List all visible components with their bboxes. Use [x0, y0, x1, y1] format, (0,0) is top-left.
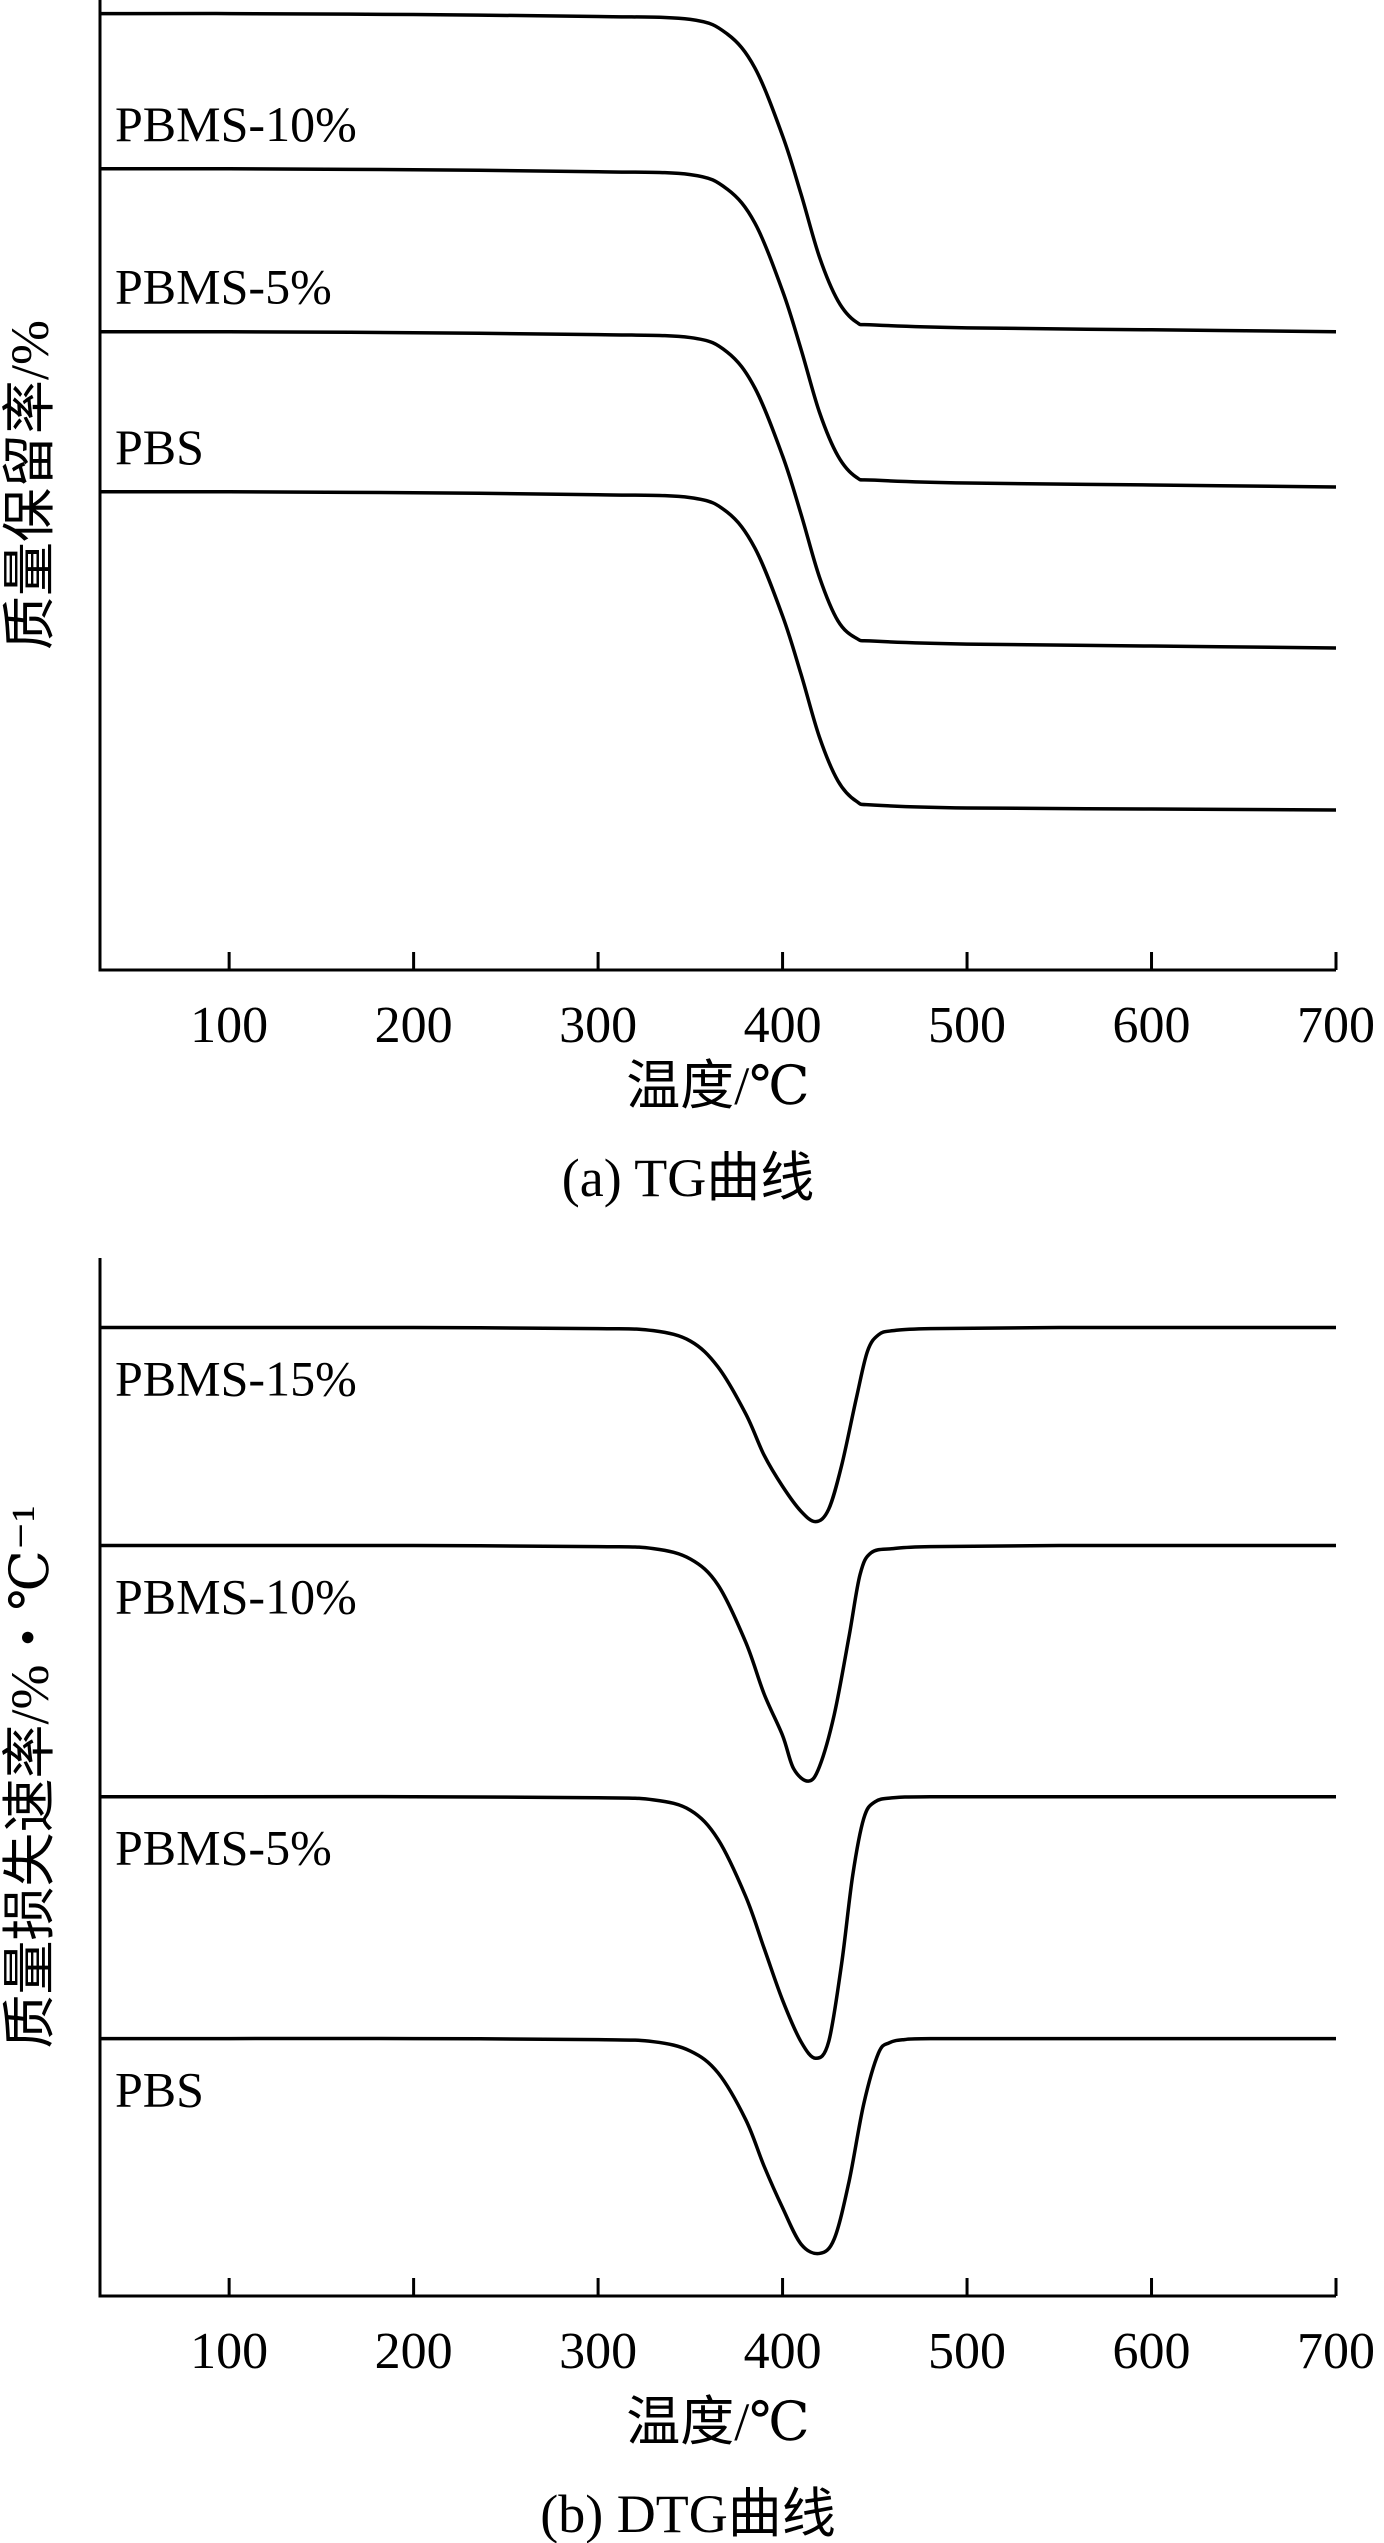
- x-tick-label: 600: [1113, 997, 1191, 1054]
- series-label-pbms-10pct: PBMS-10%: [115, 96, 357, 152]
- y-axis-label: 质量损失速率/%・℃⁻¹: [0, 1505, 60, 2048]
- series-label-pbms-5pct: PBMS-5%: [115, 1820, 332, 1876]
- x-tick-label: 300: [559, 997, 637, 1054]
- x-axis-label: 温度/℃: [626, 1056, 809, 1116]
- series-line-pbms-15pct: [100, 1325, 1337, 1524]
- series-label-pbs: PBS: [115, 2062, 204, 2118]
- x-tick-label: 700: [1297, 2323, 1375, 2380]
- x-tick-label: 100: [190, 997, 268, 1054]
- x-tick-label: 300: [559, 2323, 637, 2380]
- series-line-pbms-15pct: [99, 11, 1337, 334]
- series-label-pbs: PBS: [115, 419, 204, 475]
- x-tick-label: 400: [744, 997, 822, 1054]
- x-tick-label: 500: [928, 997, 1006, 1054]
- x-axis-label: 温度/℃: [626, 2392, 809, 2452]
- series-line-pbms-5pct: [99, 329, 1337, 650]
- series-label-pbms-5pct: PBMS-5%: [115, 259, 332, 315]
- x-tick-label: 700: [1297, 997, 1375, 1054]
- y-axis-label: 质量保留率/%: [0, 320, 60, 650]
- x-tick-label: 400: [744, 2323, 822, 2380]
- dtg-chart: 100 200 300 400 500 600 700 温度/℃ 质量损失速率/%・℃⁻¹ (b)…: [0, 1258, 1375, 2543]
- chart-caption: (a) TG曲线: [562, 1148, 814, 1208]
- x-tick-label: 500: [928, 2323, 1006, 2380]
- axis-frame: [98, 1258, 1336, 2298]
- x-tick-label: 200: [375, 2323, 453, 2380]
- series-label-pbms-15pct: PBMS-15%: [115, 1351, 357, 1407]
- x-tick-label: 100: [190, 2323, 268, 2380]
- axis-frame: [98, 0, 1336, 972]
- x-tick-label: 200: [375, 997, 453, 1054]
- series-line-pbms-10pct: [99, 1543, 1337, 1783]
- series-line-pbms-5pct: [100, 1794, 1336, 2061]
- series-label-pbms-10pct: PBMS-10%: [115, 1569, 357, 1625]
- x-tick-label: 600: [1113, 2323, 1191, 2380]
- series-line-pbs: [99, 2036, 1336, 2256]
- tg-chart: 100 200 300 400 500 600 700 温度/℃ 质量保留率/% (a) TG曲线…: [0, 0, 1375, 1208]
- series-line-pbms-10pct: [99, 166, 1337, 489]
- chart-caption: (b) DTG曲线: [540, 2484, 835, 2543]
- series-line-pbs: [99, 489, 1337, 812]
